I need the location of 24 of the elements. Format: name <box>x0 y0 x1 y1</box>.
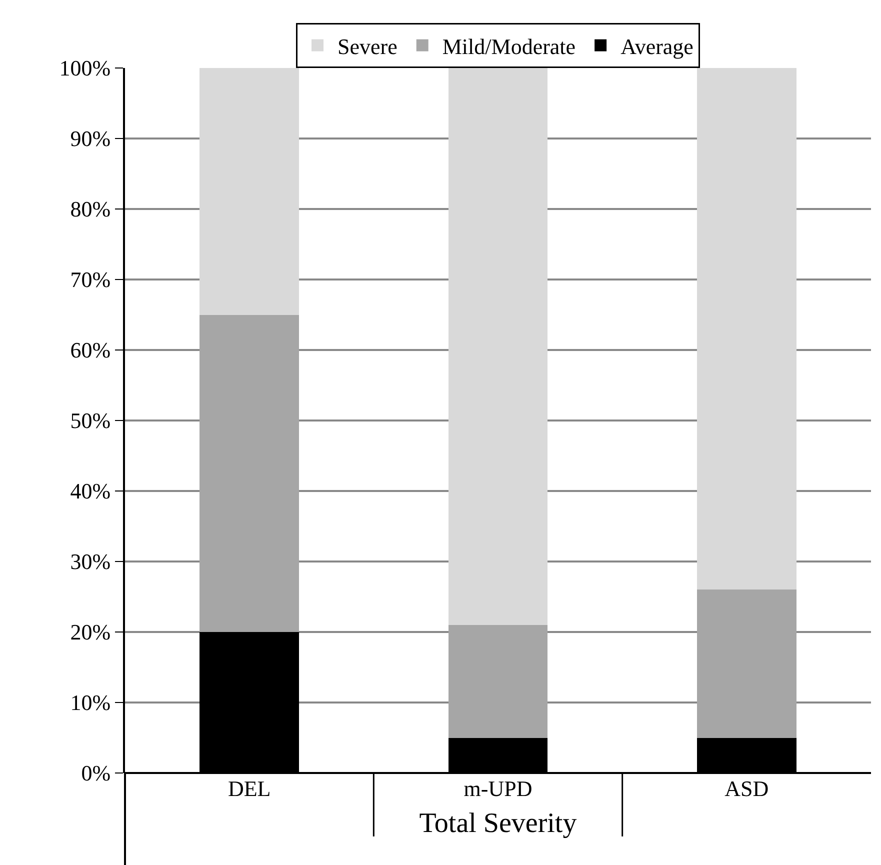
bar <box>200 68 300 315</box>
y-tick-label: 70% <box>70 267 111 292</box>
legend-label: Average <box>620 34 694 59</box>
y-tick-label: 50% <box>70 408 111 434</box>
y-tick-label: 80% <box>70 196 111 222</box>
bar <box>696 68 796 590</box>
y-tick-label: 90% <box>70 126 111 152</box>
bar <box>448 68 548 625</box>
x-tick-label: ASD <box>724 776 769 801</box>
legend-label: Mild/Moderate <box>442 34 576 59</box>
x-axis-title: Total Severity <box>419 808 577 840</box>
y-tick-label: 20% <box>70 620 111 645</box>
y-tick-label: 10% <box>70 690 111 716</box>
bar <box>448 624 548 738</box>
x-tick-label: DEL <box>228 776 271 801</box>
legend-label: Severe <box>338 34 398 59</box>
y-tick-label: 60% <box>70 338 111 363</box>
y-tick-label: 100% <box>59 56 111 81</box>
y-tick-label: 0% <box>81 760 111 786</box>
y-tick-label: 30% <box>70 549 111 574</box>
x-tick-label: m-UPD <box>464 776 532 801</box>
y-tick-label: 40% <box>70 478 111 504</box>
bar <box>696 590 796 738</box>
bar <box>200 314 300 632</box>
